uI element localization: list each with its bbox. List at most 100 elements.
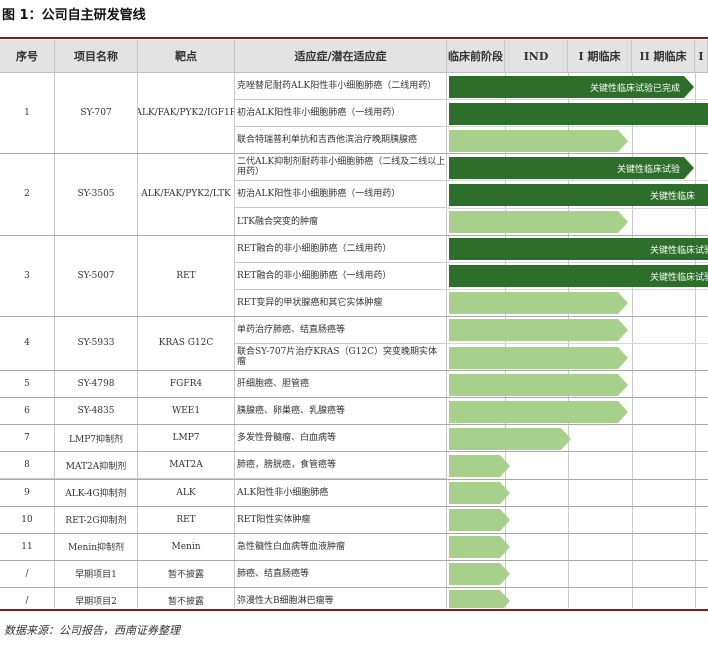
project-target: RET <box>138 506 235 534</box>
progress-bar <box>449 454 510 477</box>
indication-cell: 多发性骨髓瘤、白血病等 <box>235 425 447 453</box>
progress-bar <box>449 346 628 369</box>
indication-cell: 弥漫性大B细胞淋巴瘤等 <box>235 587 447 608</box>
indication-cell: RET融合的非小细胞肺癌（一线用药） <box>235 262 447 290</box>
project-name: Menin抑制剂 <box>55 533 138 561</box>
project-number: 3 <box>0 235 55 317</box>
progress-bar-shape <box>449 292 628 315</box>
project-number: 9 <box>0 479 55 507</box>
progress-bar <box>449 590 510 608</box>
project-number: 10 <box>0 506 55 534</box>
progress-bar-shape <box>449 75 694 98</box>
progress-bar <box>449 238 708 261</box>
progress-bar <box>449 563 510 586</box>
group-divider <box>0 424 708 426</box>
row-divider <box>447 180 708 182</box>
indication-cell: 克唑替尼耐药ALK阳性非小细胞肺癌（二线用药） <box>235 73 447 101</box>
indication-cell: 急性髓性白血病等血液肿瘤 <box>235 533 447 561</box>
header-preclinical: 临床前阶段 <box>447 40 505 73</box>
progress-bar-shape <box>449 319 628 342</box>
indication-cell: 单药治疗肺癌、结直肠癌等 <box>235 316 447 344</box>
indication-cell: 初治ALK阳性非小细胞肺癌（一线用药） <box>235 181 447 209</box>
progress-bar <box>449 427 571 450</box>
group-divider <box>0 532 708 534</box>
indication-cell: RET融合的非小细胞肺癌（二线用药） <box>235 235 447 263</box>
progress-bar-shape <box>449 454 510 477</box>
indication-cell: ALK阳性非小细胞肺癌 <box>235 479 447 507</box>
progress-bar <box>449 400 628 423</box>
progress-bar <box>449 292 628 315</box>
progress-bar <box>449 509 510 532</box>
progress-bar <box>449 265 708 288</box>
row-divider <box>447 288 708 290</box>
indication-cell: 肺癌，膀胱癌，食管癌等 <box>235 452 447 480</box>
progress-bar-label: 关键性临床试验 <box>650 273 708 284</box>
project-name: 早期项目2 <box>55 587 138 608</box>
progress-bar-shape <box>449 238 708 261</box>
header-project-name: 项目名称 <box>55 40 138 73</box>
top-rule <box>0 37 708 39</box>
group-divider <box>0 586 708 588</box>
project-target: LMP7 <box>138 425 235 453</box>
project-number: 8 <box>0 452 55 480</box>
header-phase1: I 期临床 <box>568 40 632 73</box>
progress-bar-shape <box>449 156 694 179</box>
header-target: 靶点 <box>138 40 235 73</box>
progress-bar <box>449 211 628 234</box>
group-divider <box>0 505 708 507</box>
project-name: LMP7抑制剂 <box>55 425 138 453</box>
progress-bar <box>449 183 708 206</box>
progress-bar-shape <box>449 427 571 450</box>
header-ind: IND <box>505 40 568 73</box>
indication-cell: 初治ALK阳性非小细胞肺癌（一线用药） <box>235 100 447 128</box>
progress-bar-shape <box>449 509 510 532</box>
indication-cell: 胰腺癌、卵巢癌、乳腺癌等 <box>235 398 447 426</box>
stage-gridline <box>695 73 696 608</box>
group-divider <box>0 370 708 372</box>
stage-gridline <box>632 73 633 608</box>
group-divider <box>0 559 708 561</box>
project-name: SY-3505 <box>55 154 138 236</box>
figure-title: 图 1：公司自主研发管线 <box>2 8 146 23</box>
project-name: SY-4835 <box>55 398 138 426</box>
header-phase2: II 期临床 <box>632 40 695 73</box>
progress-bar-shape <box>449 102 708 125</box>
progress-bar <box>449 156 694 179</box>
project-target: Menin <box>138 533 235 561</box>
progress-bar <box>449 482 510 505</box>
project-name: SY-4798 <box>55 371 138 399</box>
project-target: WEE1 <box>138 398 235 426</box>
project-target: ALK/FAK/PYK2/IGF1R <box>138 73 235 155</box>
header-indication: 适应症/潜在适应症 <box>235 40 447 73</box>
progress-bar <box>449 129 628 152</box>
project-target: KRAS G12C <box>138 316 235 372</box>
project-target: FGFR4 <box>138 371 235 399</box>
progress-bar-shape <box>449 373 628 396</box>
project-number: 2 <box>0 154 55 236</box>
row-divider <box>447 261 708 263</box>
project-number: / <box>0 587 55 608</box>
group-divider <box>0 315 708 317</box>
project-target: ALK <box>138 479 235 507</box>
project-number: 6 <box>0 398 55 426</box>
project-name: SY-707 <box>55 73 138 155</box>
indication-cell: 二代ALK抑制剂耐药非小细胞肺癌（二线及二线以上用药） <box>235 154 447 182</box>
indication-cell: 肺癌、结直肠癌等 <box>235 560 447 588</box>
progress-bar-shape <box>449 265 708 288</box>
project-target: 暂不披露 <box>138 560 235 588</box>
progress-bar-label: 关键性临床试验已完成 <box>590 83 681 94</box>
project-name: RET-2G抑制剂 <box>55 506 138 534</box>
progress-bar <box>449 536 510 559</box>
project-number: 11 <box>0 533 55 561</box>
progress-bar-shape <box>449 563 510 586</box>
indication-cell: LTK融合突变的肿瘤 <box>235 208 447 236</box>
pipeline-table: 序号 项目名称 靶点 适应症/潜在适应症 临床前阶段 IND I 期临床 II 期临床 I 1 SY… <box>0 40 708 608</box>
indication-cell: RET变异的甲状腺癌和其它实体肿瘤 <box>235 289 447 317</box>
progress-bar <box>449 75 694 98</box>
group-divider <box>0 478 708 480</box>
group-divider <box>0 153 708 155</box>
progress-bar-shape <box>449 211 628 234</box>
project-name: MAT2A抑制剂 <box>55 452 138 480</box>
progress-bar <box>449 319 628 342</box>
progress-bar-shape <box>449 183 708 206</box>
